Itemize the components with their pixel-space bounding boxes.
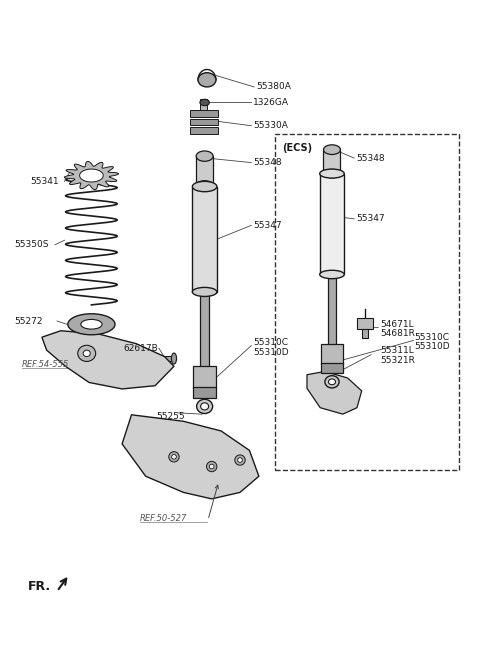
Bar <box>324 149 340 174</box>
Polygon shape <box>307 371 362 414</box>
Text: REF.50-527: REF.50-527 <box>140 514 187 523</box>
Text: 55347: 55347 <box>253 221 282 230</box>
Ellipse shape <box>209 464 214 469</box>
Ellipse shape <box>196 181 213 190</box>
Ellipse shape <box>328 379 336 384</box>
Ellipse shape <box>200 99 209 105</box>
Bar <box>196 156 213 185</box>
Bar <box>154 356 174 361</box>
Ellipse shape <box>68 314 115 335</box>
Ellipse shape <box>235 455 245 465</box>
Text: REF.54-555: REF.54-555 <box>22 360 70 369</box>
Bar <box>320 174 344 274</box>
Text: 55380A: 55380A <box>256 83 291 92</box>
Bar <box>321 363 343 373</box>
Ellipse shape <box>78 345 96 362</box>
Bar <box>276 134 459 470</box>
Bar <box>191 110 218 117</box>
Ellipse shape <box>197 400 213 413</box>
Bar <box>200 292 209 396</box>
Text: 55341: 55341 <box>30 177 59 186</box>
Polygon shape <box>42 331 174 389</box>
Text: FR.: FR. <box>28 580 51 593</box>
Bar <box>192 187 217 292</box>
Bar <box>321 345 343 364</box>
Ellipse shape <box>324 145 340 155</box>
Bar <box>191 127 218 134</box>
Text: 55350S: 55350S <box>14 240 49 249</box>
Ellipse shape <box>325 376 339 388</box>
Bar <box>328 274 336 371</box>
Ellipse shape <box>172 455 176 459</box>
Text: (ECS): (ECS) <box>282 143 312 153</box>
Text: 55255: 55255 <box>156 412 184 421</box>
Text: 1326GA: 1326GA <box>253 98 289 107</box>
Ellipse shape <box>83 350 90 356</box>
Bar <box>362 329 368 339</box>
Text: 55311L: 55311L <box>380 346 414 355</box>
Text: 55310D: 55310D <box>415 343 450 351</box>
Polygon shape <box>122 415 259 499</box>
Bar <box>357 318 372 329</box>
Ellipse shape <box>192 181 217 192</box>
Text: 54671L: 54671L <box>380 320 414 329</box>
Bar <box>200 99 206 109</box>
Polygon shape <box>80 169 103 182</box>
Bar <box>193 366 216 388</box>
Text: 54681R: 54681R <box>380 329 415 339</box>
Text: 55348: 55348 <box>356 153 384 162</box>
Ellipse shape <box>320 169 344 178</box>
Text: 55348: 55348 <box>253 158 282 167</box>
Ellipse shape <box>201 403 209 410</box>
Ellipse shape <box>192 288 217 297</box>
Text: 55347: 55347 <box>356 214 384 223</box>
Text: 62617B: 62617B <box>123 344 158 352</box>
Ellipse shape <box>169 452 179 462</box>
Text: 55310C: 55310C <box>253 338 288 347</box>
Bar <box>193 387 216 398</box>
Ellipse shape <box>324 170 340 178</box>
Text: 55321R: 55321R <box>380 356 415 365</box>
Text: 55310C: 55310C <box>415 333 449 342</box>
Text: 55310D: 55310D <box>253 348 289 357</box>
Bar <box>191 119 218 125</box>
Ellipse shape <box>206 461 217 472</box>
Text: 55330A: 55330A <box>253 121 288 130</box>
Ellipse shape <box>238 458 242 462</box>
Ellipse shape <box>320 271 344 278</box>
Ellipse shape <box>81 320 102 329</box>
Text: 55272: 55272 <box>14 316 43 326</box>
Ellipse shape <box>196 151 213 161</box>
Ellipse shape <box>171 353 177 364</box>
Ellipse shape <box>198 73 216 87</box>
Polygon shape <box>64 161 119 190</box>
